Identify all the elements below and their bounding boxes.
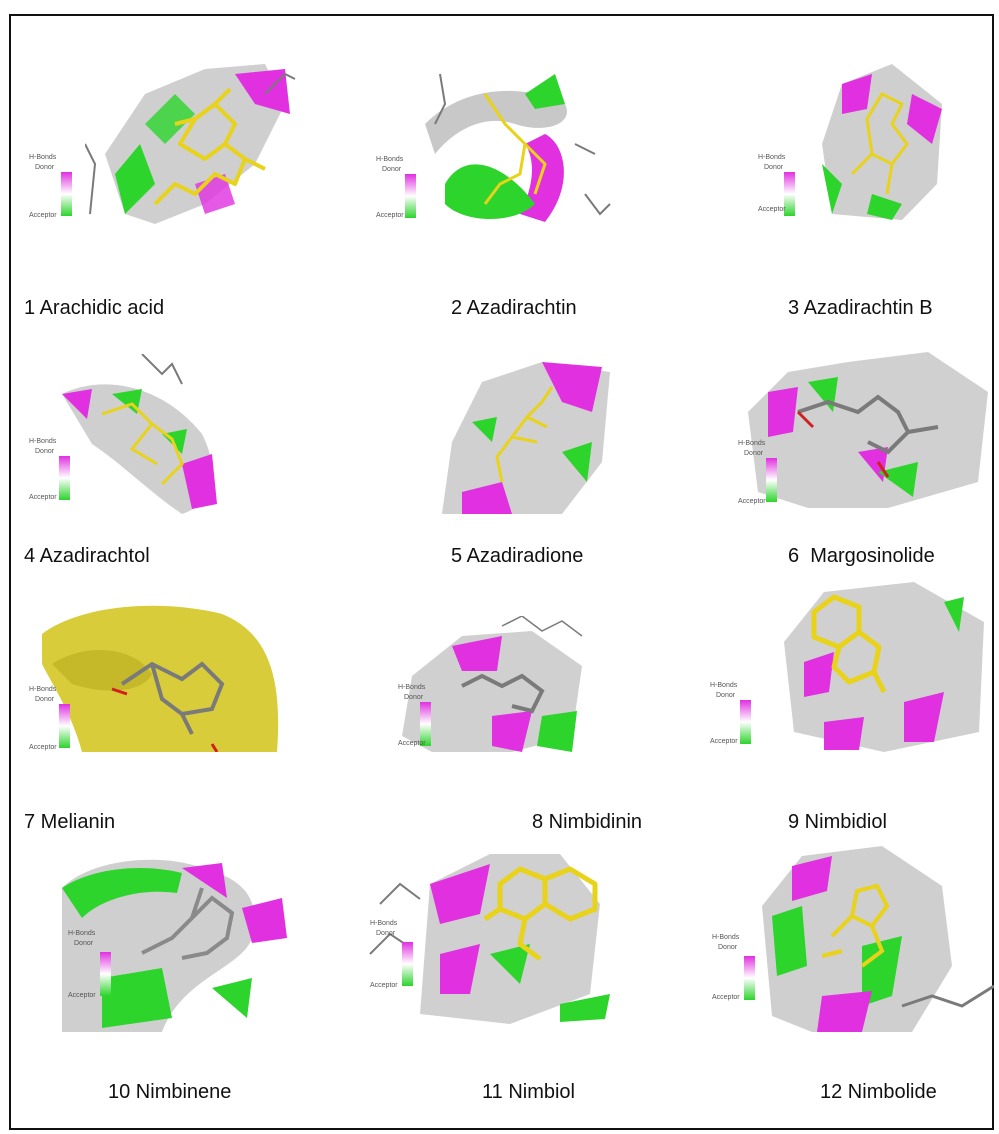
hbond-legend-8: H-Bonds Donor Acceptor	[394, 684, 444, 754]
caption-5: 5 Azadiradione	[451, 545, 584, 567]
hbond-legend-10: H-Bonds Donor Acceptor	[64, 930, 114, 1030]
docking-image-8	[392, 616, 602, 752]
caption-11: 11 Nimbiol	[482, 1081, 575, 1103]
caption-7: 7 Melianin	[24, 811, 116, 833]
docking-image-4	[62, 354, 227, 514]
hbond-legend-12: H-Bonds Donor Acceptor	[708, 934, 758, 1034]
caption-10: 10 Nimbinene	[108, 1081, 232, 1103]
hbond-legend-4: H-Bonds Donor Acceptor	[25, 438, 75, 508]
hbond-legend-9: H-Bonds Donor Acceptor	[706, 682, 756, 752]
caption-9: 9 Nimbidiol	[788, 811, 887, 833]
docking-image-2	[425, 64, 620, 224]
hbond-legend-3: H-Bonds Donor Acceptor	[754, 154, 804, 224]
caption-1: 1 Arachidic acid	[24, 297, 165, 319]
hbond-legend-7: H-Bonds Donor Acceptor	[25, 686, 75, 756]
docking-image-6	[728, 352, 994, 508]
docking-image-7	[42, 604, 282, 752]
hbond-legend-6: H-Bonds Donor Acceptor	[734, 440, 784, 510]
docking-image-5	[442, 362, 610, 514]
caption-3: 3 Azadirachtin B	[788, 297, 933, 319]
docking-image-3	[812, 64, 952, 220]
docking-image-12	[762, 846, 994, 1032]
caption-8: 8 Nimbidinin	[532, 811, 643, 833]
caption-6: 6 Margosinolide	[788, 545, 935, 567]
hbond-legend-11: H-Bonds Donor Acceptor	[366, 920, 416, 1000]
hbond-legend-1: H-Bonds Donor Acceptor	[25, 154, 75, 224]
caption-12: 12 Nimbolide	[820, 1081, 937, 1103]
docking-image-11	[360, 844, 610, 1024]
hbond-legend-2: H-Bonds Donor Acceptor	[372, 156, 422, 226]
caption-4: 4 Azadirachtol	[24, 545, 150, 567]
docking-image-1	[85, 64, 300, 224]
docking-image-9	[764, 582, 994, 752]
caption-2: 2 Azadirachtin	[451, 297, 577, 319]
